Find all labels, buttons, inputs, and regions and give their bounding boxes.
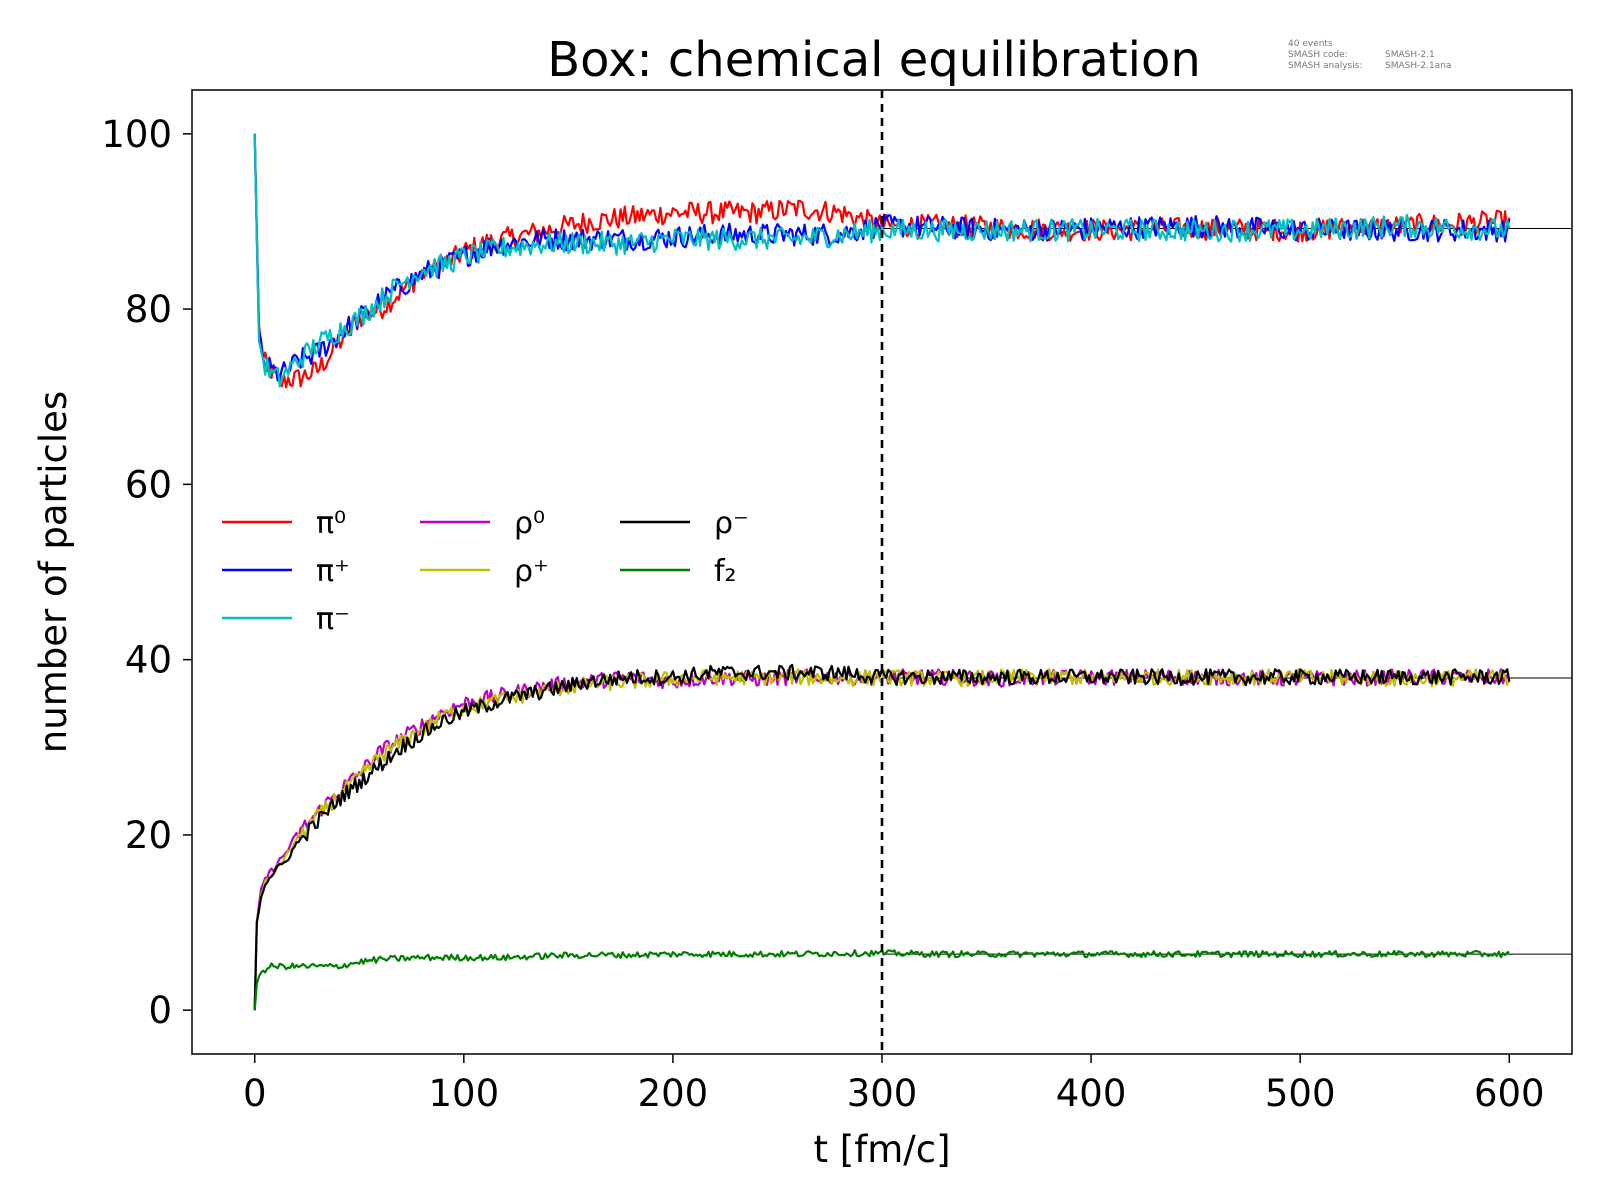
y-tick-label: 100: [101, 113, 172, 156]
legend-label: π⁻: [316, 602, 350, 637]
chart-title: Box: chemical equilibration: [547, 32, 1200, 88]
series-line: [253, 133, 1511, 388]
x-tick-label: 400: [1056, 1072, 1127, 1115]
plot-frame: [191, 89, 1573, 1055]
annotation-code-label: SMASH code:: [1288, 50, 1348, 60]
run-annotation: 40 events SMASH code: SMASH-2.1 SMASH an…: [1288, 39, 1451, 71]
y-tick-label: 40: [125, 639, 172, 682]
x-tick-label: 300: [847, 1072, 918, 1115]
x-axis-label: t [fm/c]: [813, 1128, 950, 1171]
y-tick-label: 80: [125, 288, 172, 331]
legend-label: ρ⁰: [514, 506, 545, 541]
y-tick-label: 60: [125, 463, 172, 506]
y-axis-label: number of particles: [32, 391, 75, 753]
x-tick-label: 200: [638, 1072, 709, 1115]
y-tick-label: 0: [148, 989, 172, 1032]
legend: π⁰ π⁺ π⁻ ρ⁰ ρ⁺ ρ⁻ f₂: [222, 506, 749, 637]
x-tick-label: 100: [429, 1072, 500, 1115]
x-tick-label: 0: [243, 1072, 267, 1115]
legend-label: π⁺: [316, 554, 350, 589]
y-tick-label: 20: [125, 814, 172, 857]
annotation-analysis-value: SMASH-2.1ana: [1385, 61, 1451, 71]
annotation-events: 40 events: [1288, 39, 1333, 49]
legend-label: π⁰: [316, 506, 346, 541]
x-tick-label: 500: [1265, 1072, 1336, 1115]
legend-label: ρ⁻: [714, 506, 749, 541]
legend-label: ρ⁺: [514, 554, 549, 589]
x-tick-label: 600: [1474, 1072, 1545, 1115]
axes: 0 100 200 300 400 500 600 0 20 40 60 80 100: [101, 113, 1544, 1115]
annotation-analysis-label: SMASH analysis:: [1288, 61, 1362, 71]
plot-content: [253, 90, 1572, 1054]
legend-label: f₂: [714, 554, 737, 589]
annotation-code-value: SMASH-2.1: [1385, 50, 1435, 60]
